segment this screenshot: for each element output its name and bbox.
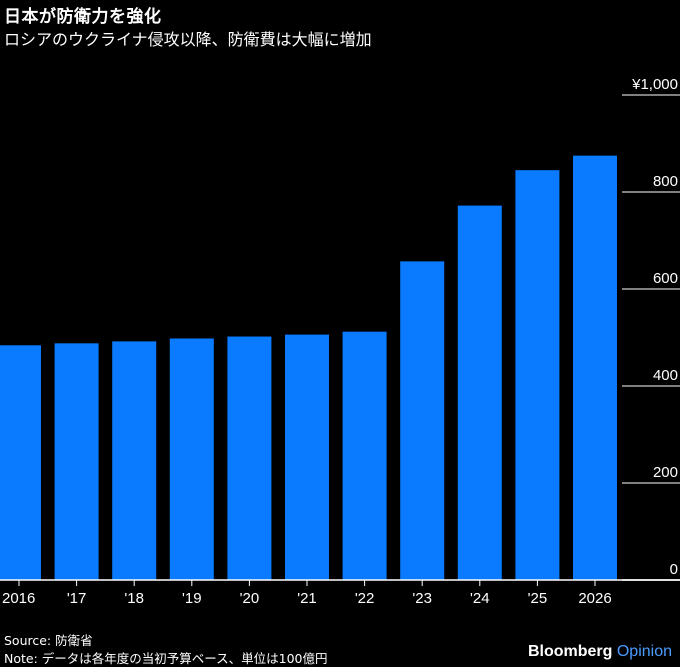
bar (112, 341, 157, 580)
y-tick-label: 600 (653, 270, 678, 287)
x-tick-label: '17 (67, 590, 87, 607)
bar (54, 343, 99, 580)
bar (285, 334, 329, 580)
y-tick-label: 400 (653, 367, 678, 384)
bar (457, 205, 502, 580)
x-tick-label: '20 (240, 590, 260, 607)
y-tick-label: ¥1,000 (631, 76, 678, 93)
bar (227, 336, 272, 580)
chart-title: 日本が防衛力を強化 (4, 7, 162, 27)
x-tick-label: '23 (412, 590, 432, 607)
brand-sub: Opinion (616, 643, 672, 660)
brand-main: Bloomberg (527, 643, 613, 660)
x-tick-label: 2016 (2, 590, 35, 607)
y-tick-label: 0 (670, 561, 678, 578)
chart-subtitle: ロシアのウクライナ侵攻以降、防衛費は大幅に増加 (4, 30, 372, 49)
x-tick-label: '19 (182, 590, 202, 607)
source-note: Source: 防衛省 (4, 633, 93, 648)
bar (342, 331, 387, 580)
x-tick-label: 2026 (578, 590, 611, 607)
x-tick-label: '21 (297, 590, 317, 607)
x-tick-label: '24 (470, 590, 490, 607)
data-note: Note: データは各年度の当初予算ベース、単位は100億円 (4, 651, 328, 666)
bar (0, 345, 41, 580)
x-tick-label: '22 (355, 590, 375, 607)
y-tick-label: 200 (653, 464, 678, 481)
brand-logo: Bloomberg Opinion (528, 643, 672, 661)
bar (515, 170, 560, 581)
x-tick-label: '18 (124, 590, 144, 607)
bar (573, 155, 617, 580)
bar (400, 261, 445, 580)
x-tick-label: '25 (528, 590, 548, 607)
y-tick-label: 800 (653, 173, 678, 190)
bar (169, 338, 214, 580)
